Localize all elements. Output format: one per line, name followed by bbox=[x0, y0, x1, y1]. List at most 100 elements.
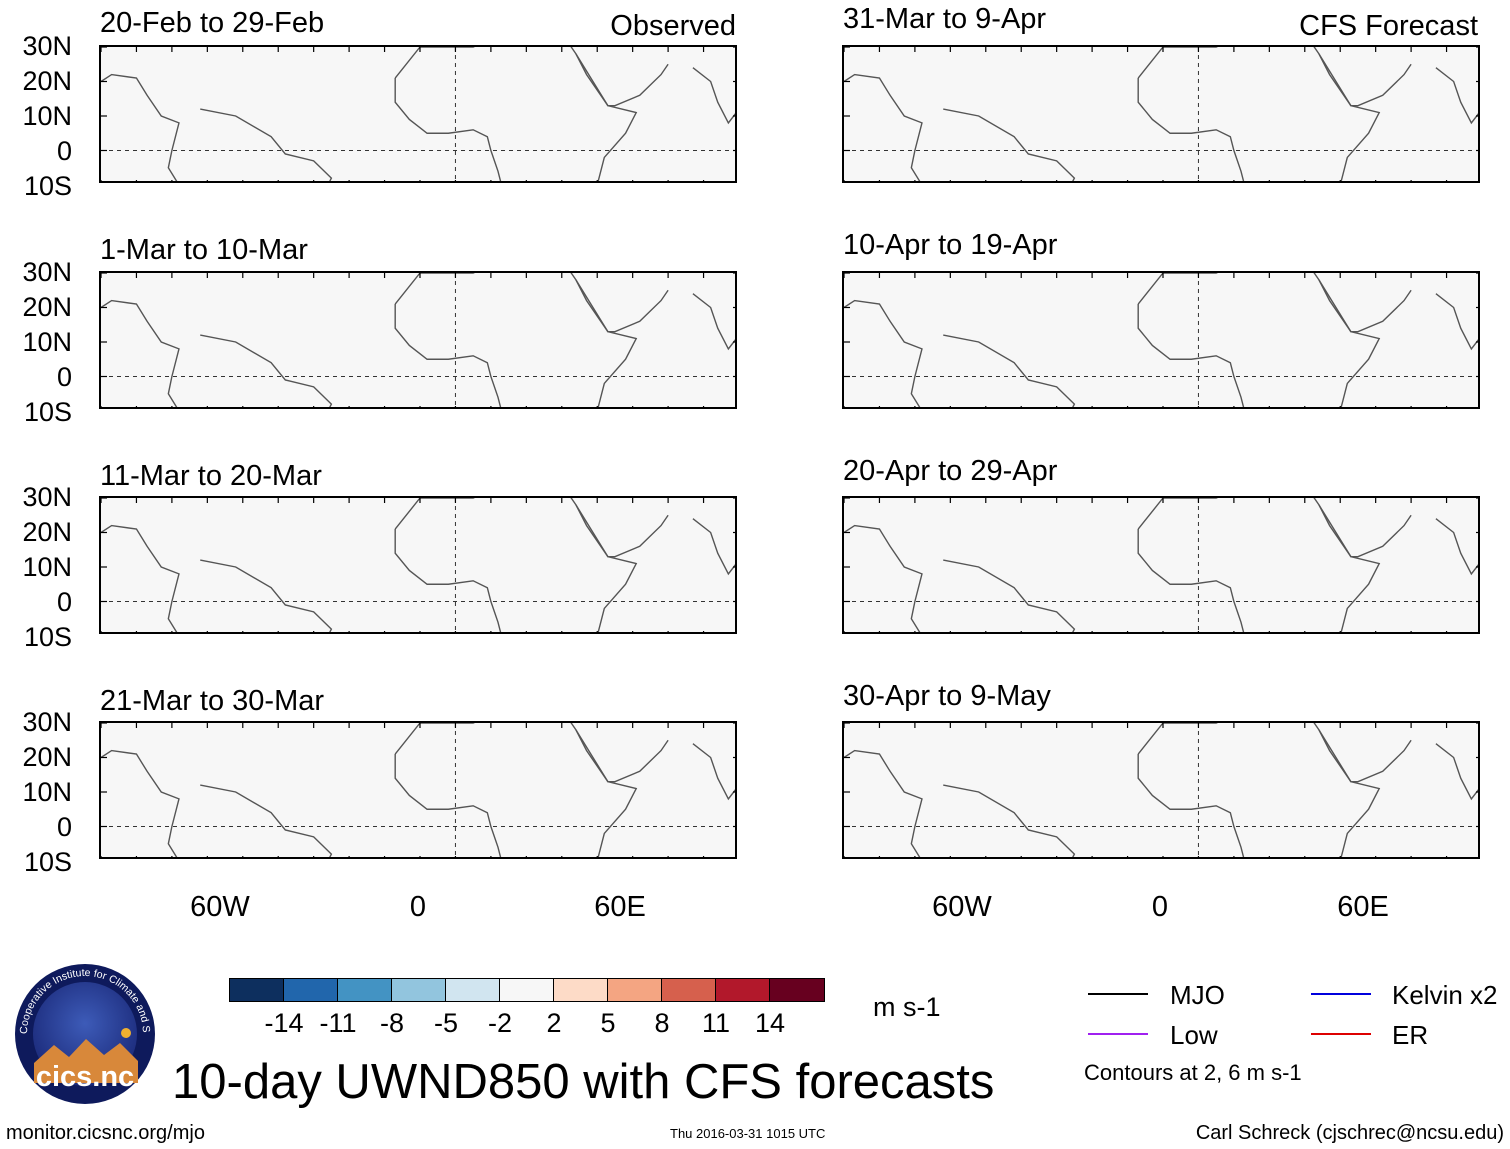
x-tick-60w: 60W bbox=[190, 891, 250, 923]
map-panel-svg bbox=[844, 47, 1478, 181]
coastline bbox=[575, 279, 669, 333]
map-panel-svg bbox=[101, 47, 735, 181]
coastline bbox=[1137, 529, 1245, 632]
y-tick-10n: 10N bbox=[22, 777, 72, 807]
y-tick-10n: 10N bbox=[22, 552, 72, 582]
x-tick-0: 0 bbox=[409, 891, 427, 923]
legend-line-er bbox=[1311, 1033, 1371, 1035]
coastline bbox=[1137, 304, 1245, 407]
colorbar-label: -8 bbox=[379, 1008, 404, 1038]
coastline bbox=[1137, 273, 1381, 407]
colorbar-box bbox=[500, 979, 554, 1001]
map-panel-svg bbox=[844, 273, 1478, 407]
colorbar-box bbox=[284, 979, 338, 1001]
colorbar-label: -2 bbox=[487, 1008, 512, 1038]
logo-text: cics.nc bbox=[35, 1061, 135, 1093]
y-tick-30n: 30N bbox=[22, 482, 72, 512]
map-panel-3 bbox=[99, 496, 737, 634]
map-panel-5 bbox=[842, 45, 1480, 183]
coastline bbox=[692, 518, 735, 576]
map-panel-7 bbox=[842, 496, 1480, 634]
coastline bbox=[844, 73, 923, 181]
y-tick-10n: 10N bbox=[22, 101, 72, 131]
panel-title-2: 1-Mar to 10-Mar bbox=[100, 234, 308, 266]
y-tick-20n: 20N bbox=[22, 742, 72, 772]
footer-url[interactable]: monitor.cicsnc.org/mjo bbox=[6, 1122, 205, 1144]
coastline bbox=[943, 784, 1076, 857]
coastline bbox=[101, 73, 180, 181]
coastline bbox=[692, 293, 735, 351]
map-panel-svg bbox=[101, 723, 735, 857]
forecast-label: CFS Forecast bbox=[1299, 10, 1478, 42]
map-panel-svg bbox=[844, 723, 1478, 857]
coastline bbox=[1137, 78, 1245, 181]
colorbar-box bbox=[554, 979, 608, 1001]
coastline bbox=[1318, 279, 1412, 333]
coastline bbox=[394, 723, 638, 857]
coastline bbox=[101, 749, 180, 857]
y-tick-0: 0 bbox=[56, 587, 72, 617]
coastline bbox=[394, 304, 502, 407]
coastline bbox=[692, 743, 735, 801]
coastline bbox=[1435, 293, 1478, 351]
coastline bbox=[1435, 743, 1478, 801]
panel-title-7: 20-Apr to 29-Apr bbox=[843, 455, 1058, 487]
coastline bbox=[200, 108, 333, 181]
coastline bbox=[101, 299, 180, 407]
colorbar-units: m s-1 bbox=[873, 992, 941, 1022]
legend-label-er: ER bbox=[1392, 1020, 1429, 1050]
coastline bbox=[1318, 504, 1412, 558]
legend-label-kelvin: Kelvin x2 bbox=[1392, 980, 1498, 1010]
colorbar-box bbox=[446, 979, 500, 1001]
coastline bbox=[1137, 754, 1245, 857]
y-tick-10s: 10S bbox=[23, 171, 72, 201]
coastline bbox=[200, 784, 333, 857]
map-panel-1 bbox=[99, 45, 737, 183]
coastline bbox=[200, 334, 333, 407]
legend-line-low bbox=[1088, 1033, 1148, 1035]
colorbar-label: -11 bbox=[319, 1008, 357, 1038]
footer-timestamp: Thu 2016-03-31 1015 UTC bbox=[670, 1126, 826, 1141]
coastline bbox=[394, 754, 502, 857]
legend-line-mjo bbox=[1088, 993, 1148, 995]
legend-note: Contours at 2, 6 m s-1 bbox=[1084, 1060, 1302, 1085]
coastline bbox=[394, 529, 502, 632]
y-tick-20n: 20N bbox=[22, 517, 72, 547]
footer-credit: Carl Schreck (cjschrec@ncsu.edu) bbox=[1195, 1122, 1504, 1144]
coastline bbox=[394, 78, 502, 181]
map-panel-svg bbox=[101, 273, 735, 407]
colorbar-label: -14 bbox=[264, 1008, 304, 1038]
logo-graphic: Cooperative Institute for Climate and Sa… bbox=[11, 954, 155, 1104]
x-tick-60e: 60E bbox=[594, 891, 646, 923]
y-tick-0: 0 bbox=[56, 136, 72, 166]
panel-title-8: 30-Apr to 9-May bbox=[843, 680, 1051, 712]
legend-line-kelvin bbox=[1311, 993, 1371, 995]
colorbar-label: 2 bbox=[546, 1008, 562, 1038]
y-tick-10n: 10N bbox=[22, 327, 72, 357]
y-tick-10s: 10S bbox=[23, 397, 72, 427]
colorbar-label: 11 bbox=[701, 1008, 731, 1038]
colorbar-label: 5 bbox=[600, 1008, 616, 1038]
y-tick-0: 0 bbox=[56, 812, 72, 842]
coastline bbox=[394, 273, 638, 407]
map-panel-8 bbox=[842, 721, 1480, 859]
y-tick-20n: 20N bbox=[22, 292, 72, 322]
x-tick-0: 0 bbox=[1151, 891, 1169, 923]
cics-logo[interactable]: Cooperative Institute for Climate and Sa… bbox=[11, 954, 156, 1105]
x-tick-60w: 60W bbox=[932, 891, 992, 923]
coastline bbox=[1137, 498, 1381, 632]
map-panel-svg bbox=[101, 498, 735, 632]
map-panel-4 bbox=[99, 721, 737, 859]
coastline bbox=[394, 498, 638, 632]
colorbar-box bbox=[338, 979, 392, 1001]
coastline bbox=[844, 299, 923, 407]
colorbar-box bbox=[716, 979, 770, 1001]
panel-title-6: 10-Apr to 19-Apr bbox=[843, 229, 1058, 261]
coastline bbox=[575, 504, 669, 558]
coastline bbox=[1435, 67, 1478, 125]
y-tick-30n: 30N bbox=[22, 31, 72, 61]
x-tick-60e: 60E bbox=[1337, 891, 1389, 923]
coastline bbox=[943, 559, 1076, 632]
legend-label-mjo: MJO bbox=[1170, 980, 1225, 1010]
coastline bbox=[200, 559, 333, 632]
